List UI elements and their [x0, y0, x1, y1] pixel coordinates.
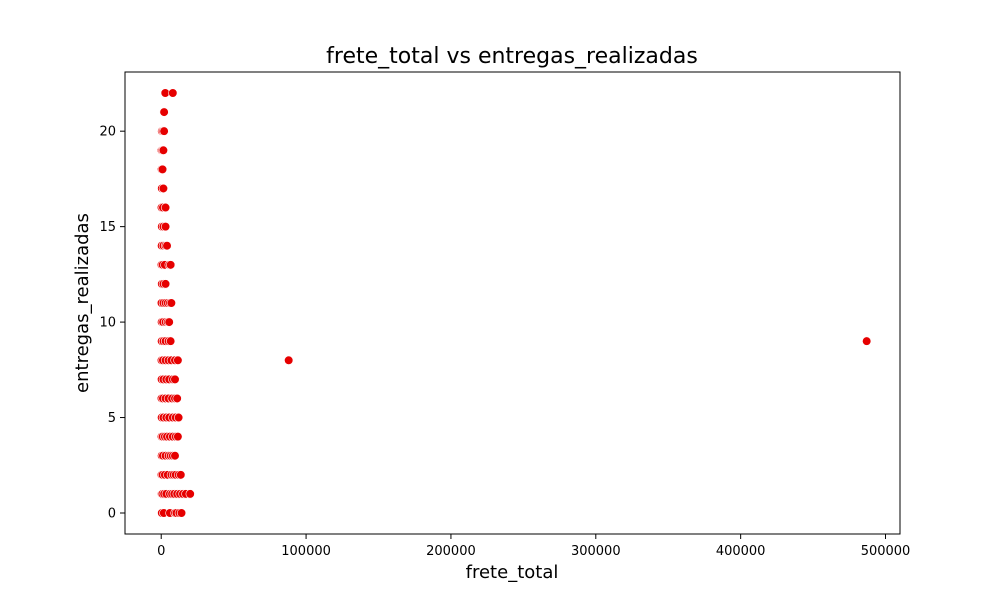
- data-points: [156, 88, 872, 518]
- data-point: [159, 126, 169, 136]
- data-point: [173, 432, 183, 442]
- data-point: [176, 470, 186, 480]
- data-point: [284, 355, 294, 365]
- data-point: [158, 183, 168, 194]
- y-tick-label: 0: [108, 507, 116, 522]
- data-point: [164, 317, 174, 327]
- x-tick-label: 500000: [861, 544, 911, 559]
- data-point: [170, 451, 180, 461]
- y-tick-label: 20: [99, 125, 116, 140]
- x-tick-label: 100000: [281, 544, 331, 559]
- chart-title: frete_total vs entregas_realizadas: [326, 44, 698, 69]
- y-tick-label: 10: [99, 316, 116, 331]
- x-tick-label: 300000: [571, 544, 621, 559]
- data-point: [166, 298, 176, 308]
- data-point: [176, 508, 187, 518]
- data-point: [170, 374, 180, 384]
- y-axis-ticks: 0 5 10 15 20: [99, 125, 125, 522]
- data-point: [173, 355, 183, 365]
- data-point: [168, 88, 178, 98]
- y-tick-label: 5: [108, 411, 116, 426]
- data-point: [172, 393, 182, 404]
- data-point: [173, 412, 184, 423]
- y-axis-label: entregas_realizadas: [72, 213, 93, 393]
- data-point: [160, 279, 171, 289]
- x-axis-ticks: 0 100000 200000 300000 400000 500000: [157, 534, 910, 559]
- x-axis-label: frete_total: [466, 562, 559, 583]
- data-point: [158, 145, 168, 155]
- x-tick-label: 0: [157, 544, 165, 559]
- plot-area-frame: [124, 71, 901, 535]
- data-point: [162, 241, 172, 251]
- data-point: [160, 222, 171, 232]
- x-tick-label: 400000: [716, 544, 766, 559]
- data-point: [159, 107, 169, 117]
- data-point: [166, 260, 176, 270]
- data-point: [160, 202, 171, 213]
- data-point: [185, 489, 195, 499]
- data-point: [862, 336, 872, 346]
- y-tick-label: 15: [99, 220, 116, 235]
- data-point: [157, 164, 168, 174]
- data-point: [166, 336, 176, 346]
- x-tick-label: 200000: [426, 544, 476, 559]
